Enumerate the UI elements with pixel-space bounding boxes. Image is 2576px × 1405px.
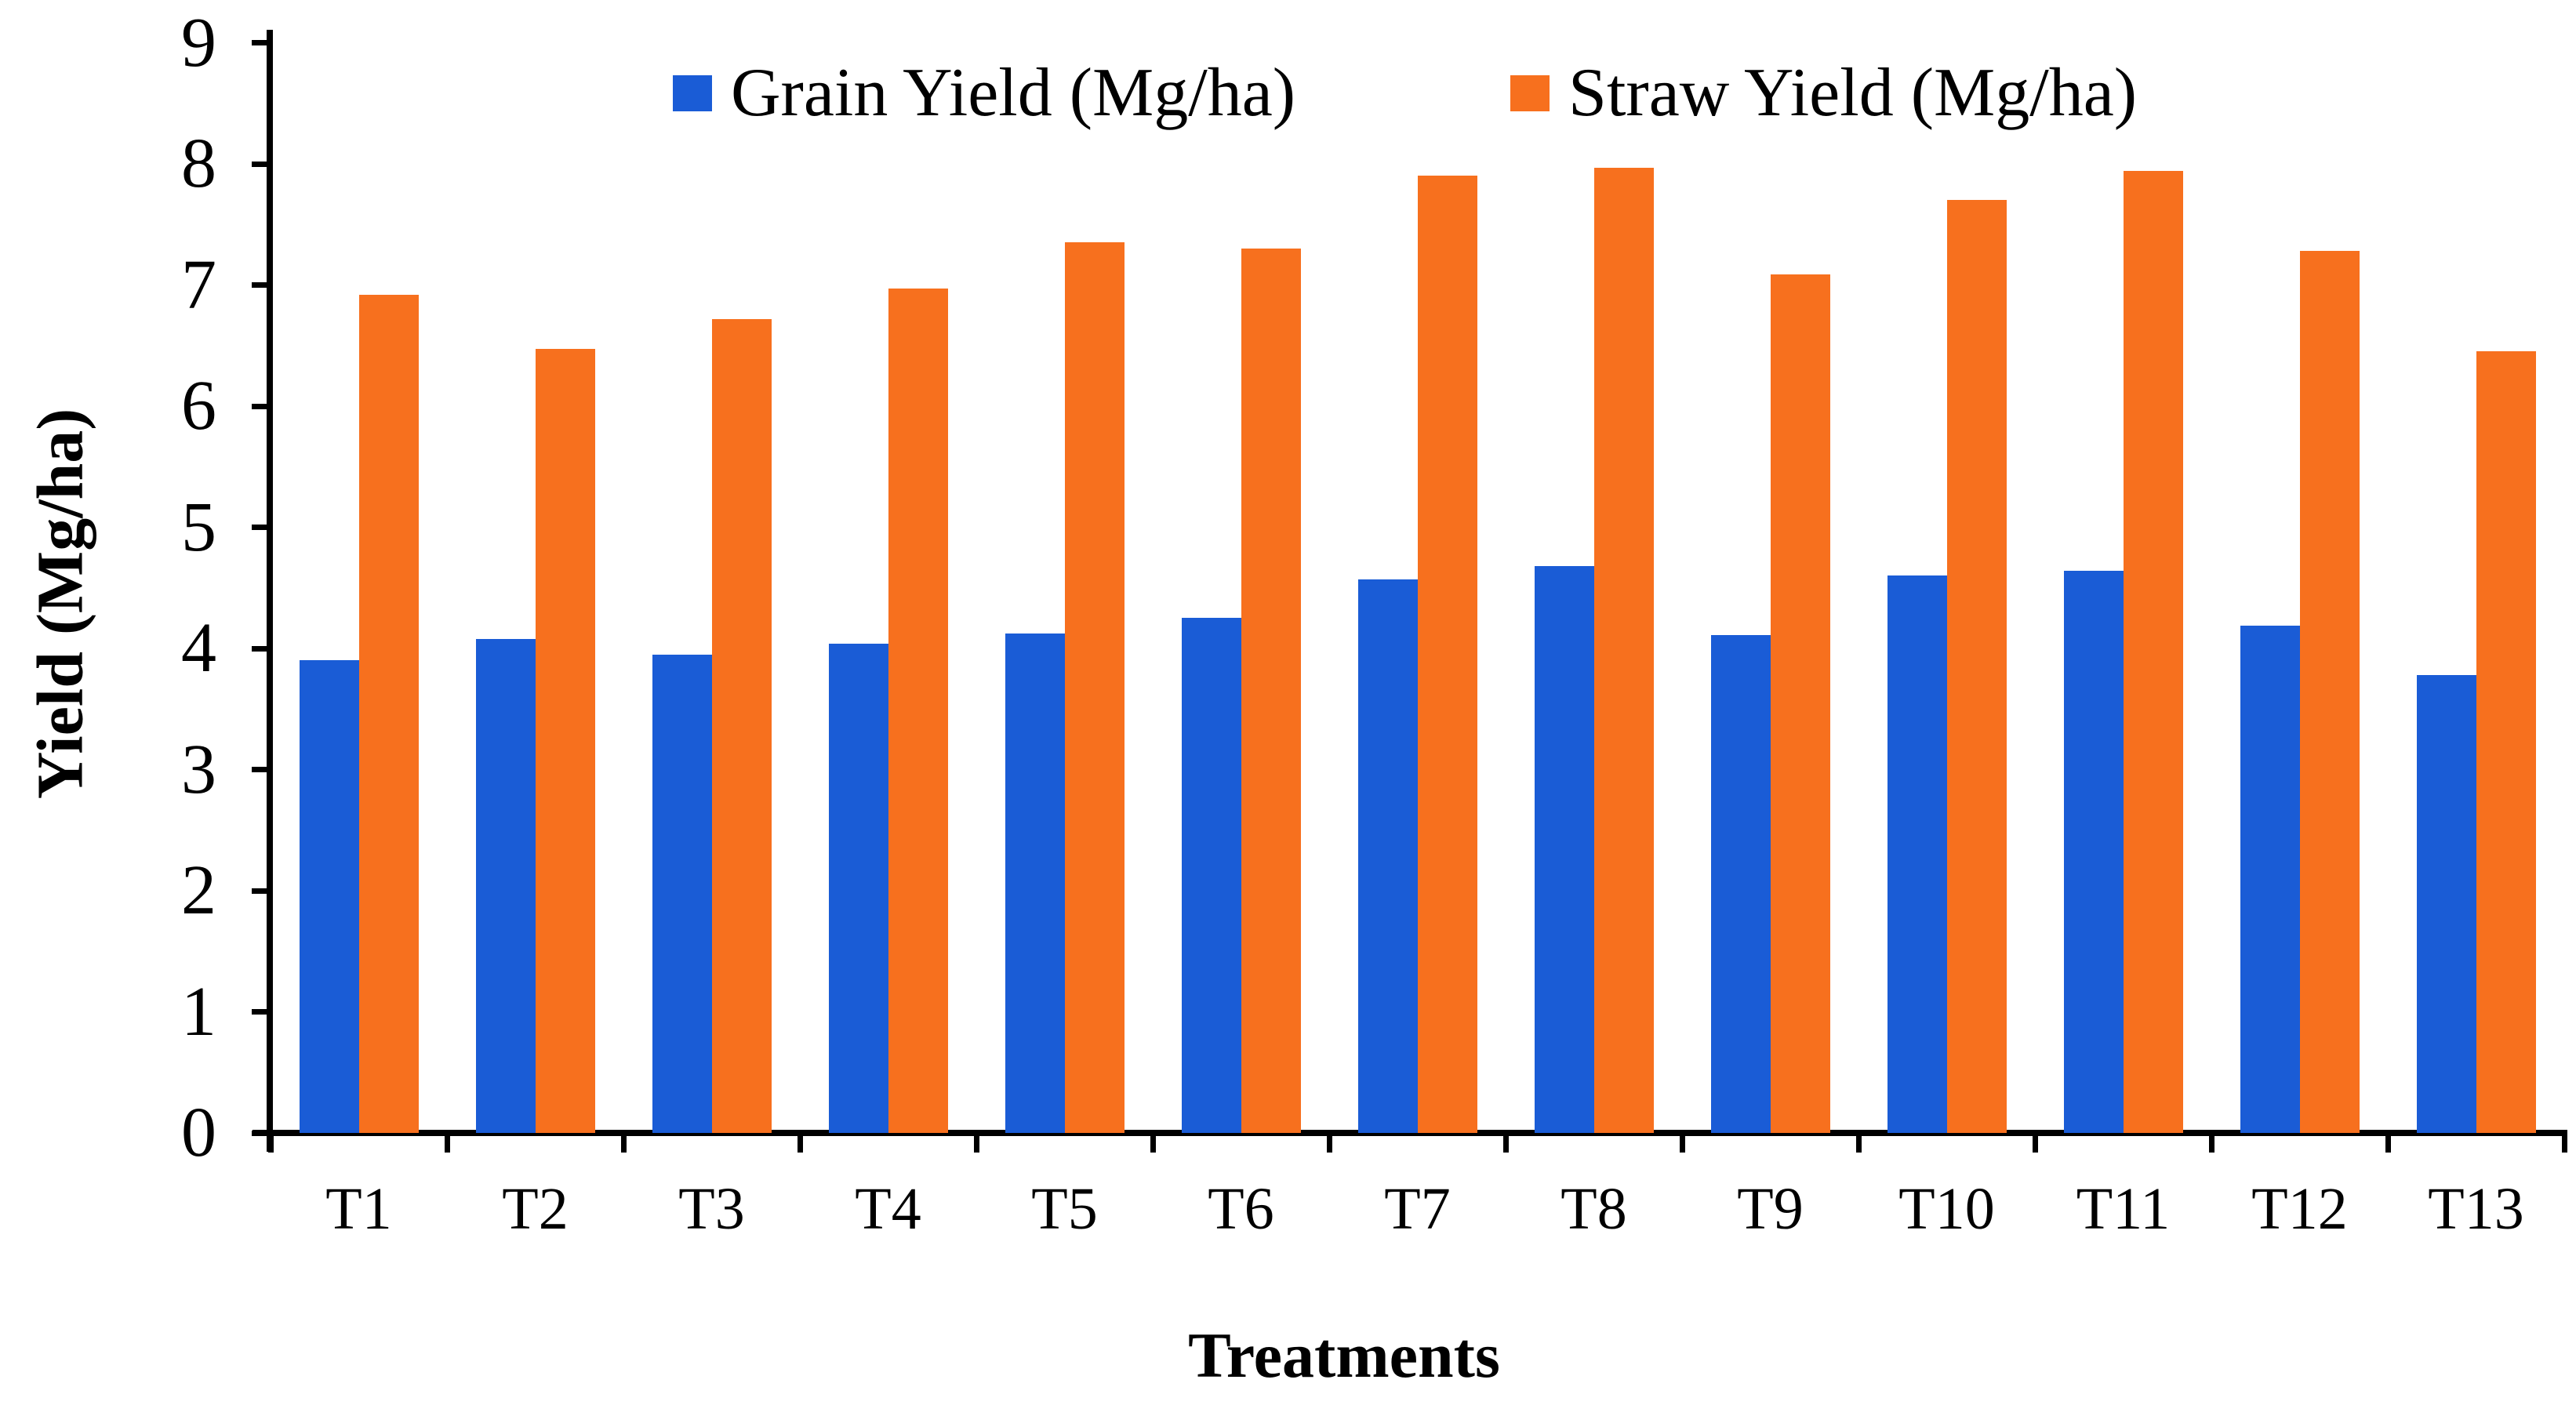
bar-grain-T2 [476,639,536,1133]
y-tick-7 [252,282,267,288]
y-tick-5 [252,525,267,530]
y-tick-label-1: 1 [181,972,216,1051]
bar-grain-T4 [829,644,888,1133]
x-tick-6 [1326,1136,1332,1153]
y-tick-8 [252,161,267,167]
x-tick-label-T8: T8 [1560,1176,1627,1242]
y-tick-label-9: 9 [181,3,216,82]
x-tick-label-T9: T9 [1737,1176,1804,1242]
x-tick-label-T10: T10 [1898,1176,1995,1242]
x-tick-9 [1855,1136,1862,1153]
y-axis-line [267,30,273,1152]
bar-straw-T1 [359,295,419,1133]
x-tick-7 [1502,1136,1509,1153]
y-tick-3 [252,767,267,772]
bar-straw-T9 [1771,274,1830,1133]
x-tick-label-T6: T6 [1208,1176,1274,1242]
y-tick-label-3: 3 [181,730,216,808]
bar-grain-T11 [2064,571,2124,1133]
x-axis-title: Treatments [1188,1320,1500,1391]
x-tick-10 [2032,1136,2038,1153]
x-tick-label-T12: T12 [2251,1176,2348,1242]
bar-grain-T12 [2240,626,2300,1133]
x-tick-5 [1150,1136,1156,1153]
bar-straw-T8 [1594,168,1654,1133]
bar-straw-T7 [1418,176,1477,1133]
legend-swatch-grain-yield [673,75,712,111]
bar-straw-T13 [2476,351,2536,1133]
y-tick-label-4: 4 [181,609,216,687]
y-tick-label-8: 8 [181,125,216,202]
legend-label-grain-yield: Grain Yield (Mg/ha) [731,55,1296,131]
x-tick-label-T1: T1 [325,1176,392,1242]
bar-grain-T7 [1358,579,1418,1133]
y-tick-2 [252,888,267,894]
y-tick-label-2: 2 [181,851,216,929]
y-tick-label-5: 5 [181,488,216,566]
x-tick-8 [1679,1136,1685,1153]
x-tick-4 [973,1136,979,1153]
bar-grain-T5 [1005,634,1065,1133]
bar-straw-T3 [712,319,772,1133]
y-tick-0 [252,1130,267,1136]
x-tick-label-T4: T4 [855,1176,921,1242]
x-tick-label-T7: T7 [1384,1176,1451,1242]
x-tick-label-T5: T5 [1031,1176,1098,1242]
bar-straw-T10 [1947,200,2007,1133]
y-tick-label-6: 6 [181,367,216,445]
x-tick-label-T3: T3 [678,1176,745,1242]
bar-grain-T13 [2417,675,2476,1133]
bar-straw-T2 [536,349,595,1133]
y-tick-label-7: 7 [181,245,216,324]
legend-label-straw-yield: Straw Yield (Mg/ha) [1568,55,2138,131]
x-tick-12 [2385,1136,2391,1153]
bar-straw-T4 [888,289,948,1133]
legend-item-straw-yield: Straw Yield (Mg/ha) [1510,59,2137,128]
bar-straw-T11 [2124,171,2183,1133]
x-tick-13 [2561,1136,2567,1153]
bar-grain-T10 [1887,575,1947,1133]
y-axis-title: Yield (Mg/ha) [24,408,97,800]
x-tick-0 [267,1136,274,1153]
x-tick-label-T13: T13 [2428,1176,2524,1242]
x-tick-1 [444,1136,450,1153]
bar-straw-T12 [2300,251,2360,1133]
bar-grain-T8 [1535,566,1594,1133]
y-tick-4 [252,645,267,652]
bar-straw-T5 [1065,242,1125,1133]
x-tick-label-T11: T11 [2076,1176,2171,1242]
x-axis-line [253,1130,2567,1136]
x-tick-label-T2: T2 [502,1176,569,1242]
bar-grain-T6 [1182,618,1241,1133]
y-tick-1 [252,1009,267,1015]
legend-swatch-straw-yield [1510,75,1550,111]
x-tick-3 [797,1136,803,1153]
y-tick-9 [252,40,267,45]
x-tick-11 [2208,1136,2214,1153]
legend-item-grain-yield: Grain Yield (Mg/ha) [673,59,1295,128]
bar-grain-T9 [1711,635,1771,1133]
bar-grain-T3 [652,655,712,1133]
y-tick-label-0: 0 [181,1094,216,1171]
x-tick-2 [620,1136,627,1153]
y-tick-6 [252,403,267,409]
bar-grain-T1 [300,660,359,1133]
bar-straw-T6 [1241,249,1301,1133]
